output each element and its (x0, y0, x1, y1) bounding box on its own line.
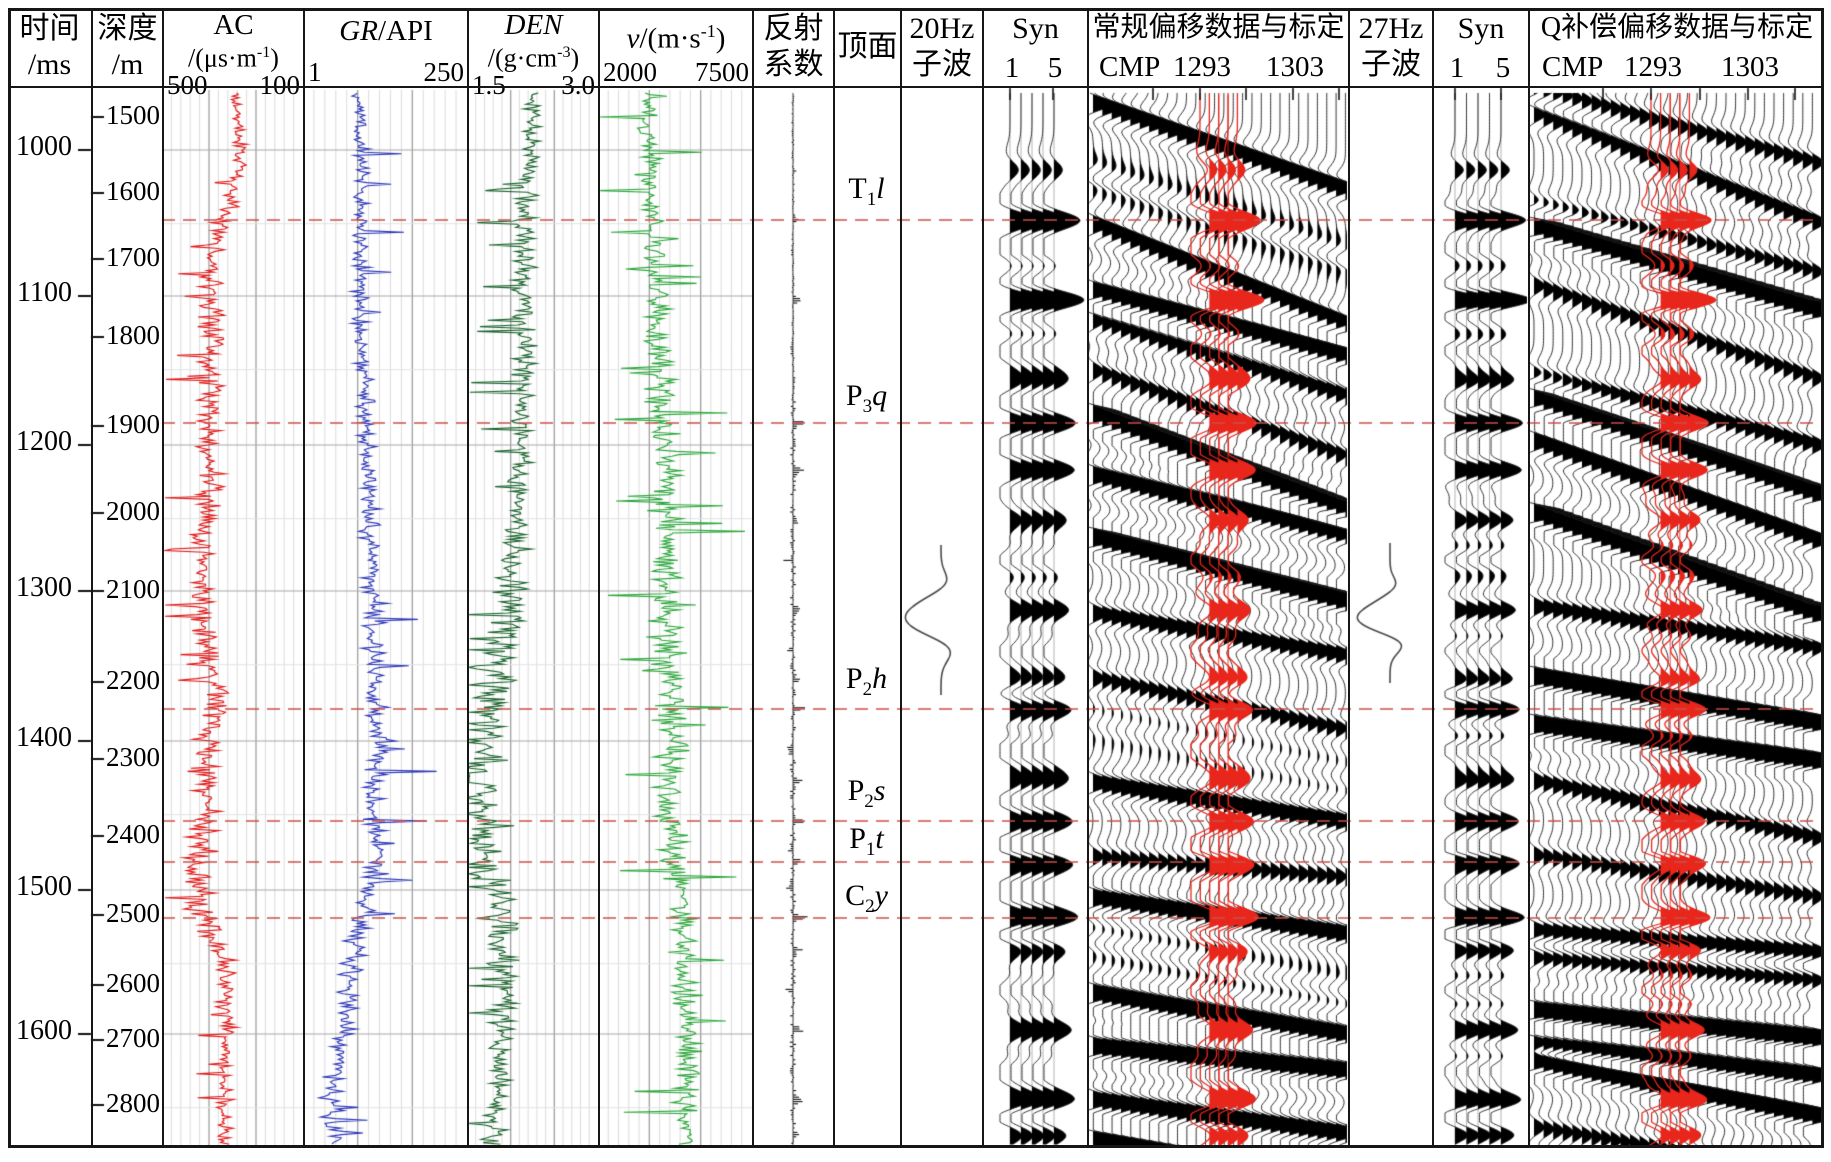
horizon-base: C (845, 879, 866, 912)
time-tick-label-1500: 1500 (16, 871, 72, 902)
depth-tick-label-2000: 2000 (106, 496, 160, 526)
horizon-sub: 3 (862, 396, 873, 417)
horizon-suffix: t (875, 822, 884, 855)
horizon-sub: 1 (865, 839, 876, 860)
depth-tick-label-2400: 2400 (106, 819, 160, 849)
horizon-label-C2y: C2y (833, 880, 900, 923)
horizon-sub: 2 (862, 679, 873, 700)
horizon-label-P2h: P2h (833, 663, 900, 706)
depth-tick-label-2500: 2500 (106, 898, 160, 928)
horizon-suffix: s (873, 774, 886, 807)
depth-tick-label-2700: 2700 (106, 1023, 160, 1053)
time-tick-label-1200: 1200 (16, 426, 72, 457)
horizon-suffix: l (876, 172, 885, 205)
time-tick-label-1400: 1400 (16, 722, 72, 753)
horizon-label-T1l: T1l (833, 173, 900, 216)
horizon-label-P1t: P1t (833, 823, 900, 866)
horizon-base: P (847, 774, 865, 807)
depth-tick-label-2200: 2200 (106, 665, 160, 695)
horizon-suffix: y (874, 879, 888, 912)
depth-tick-label-2100: 2100 (106, 574, 160, 604)
horizon-suffix: h (872, 662, 888, 695)
horizon-suffix: q (872, 379, 888, 412)
depth-tick-label-1900: 1900 (106, 409, 160, 439)
horizon-label-P2s: P2s (833, 775, 900, 818)
horizon-base: P (845, 662, 863, 695)
time-tick-label-1600: 1600 (16, 1015, 72, 1046)
depth-tick-label-1700: 1700 (106, 242, 160, 272)
horizon-sub: 1 (866, 189, 877, 210)
time-tick-label-1300: 1300 (16, 572, 72, 603)
depth-tick-label-2600: 2600 (106, 968, 160, 998)
depth-tick-label-1600: 1600 (106, 176, 160, 206)
depth-tick-label-1500: 1500 (106, 100, 160, 130)
horizon-sub: 2 (864, 791, 874, 812)
time-tick-label-1100: 1100 (17, 277, 72, 308)
depth-tick-label-2300: 2300 (106, 742, 160, 772)
horizon-label-P3q: P3q (833, 380, 900, 423)
horizon-base: P (849, 822, 866, 855)
horizon-sub: 2 (865, 896, 875, 917)
horizon-base: P (845, 379, 863, 412)
time-tick-label-1000: 1000 (16, 131, 72, 162)
depth-tick-label-1800: 1800 (106, 320, 160, 350)
depth-tick-label-2800: 2800 (106, 1088, 160, 1118)
horizon-base: T (848, 172, 867, 205)
